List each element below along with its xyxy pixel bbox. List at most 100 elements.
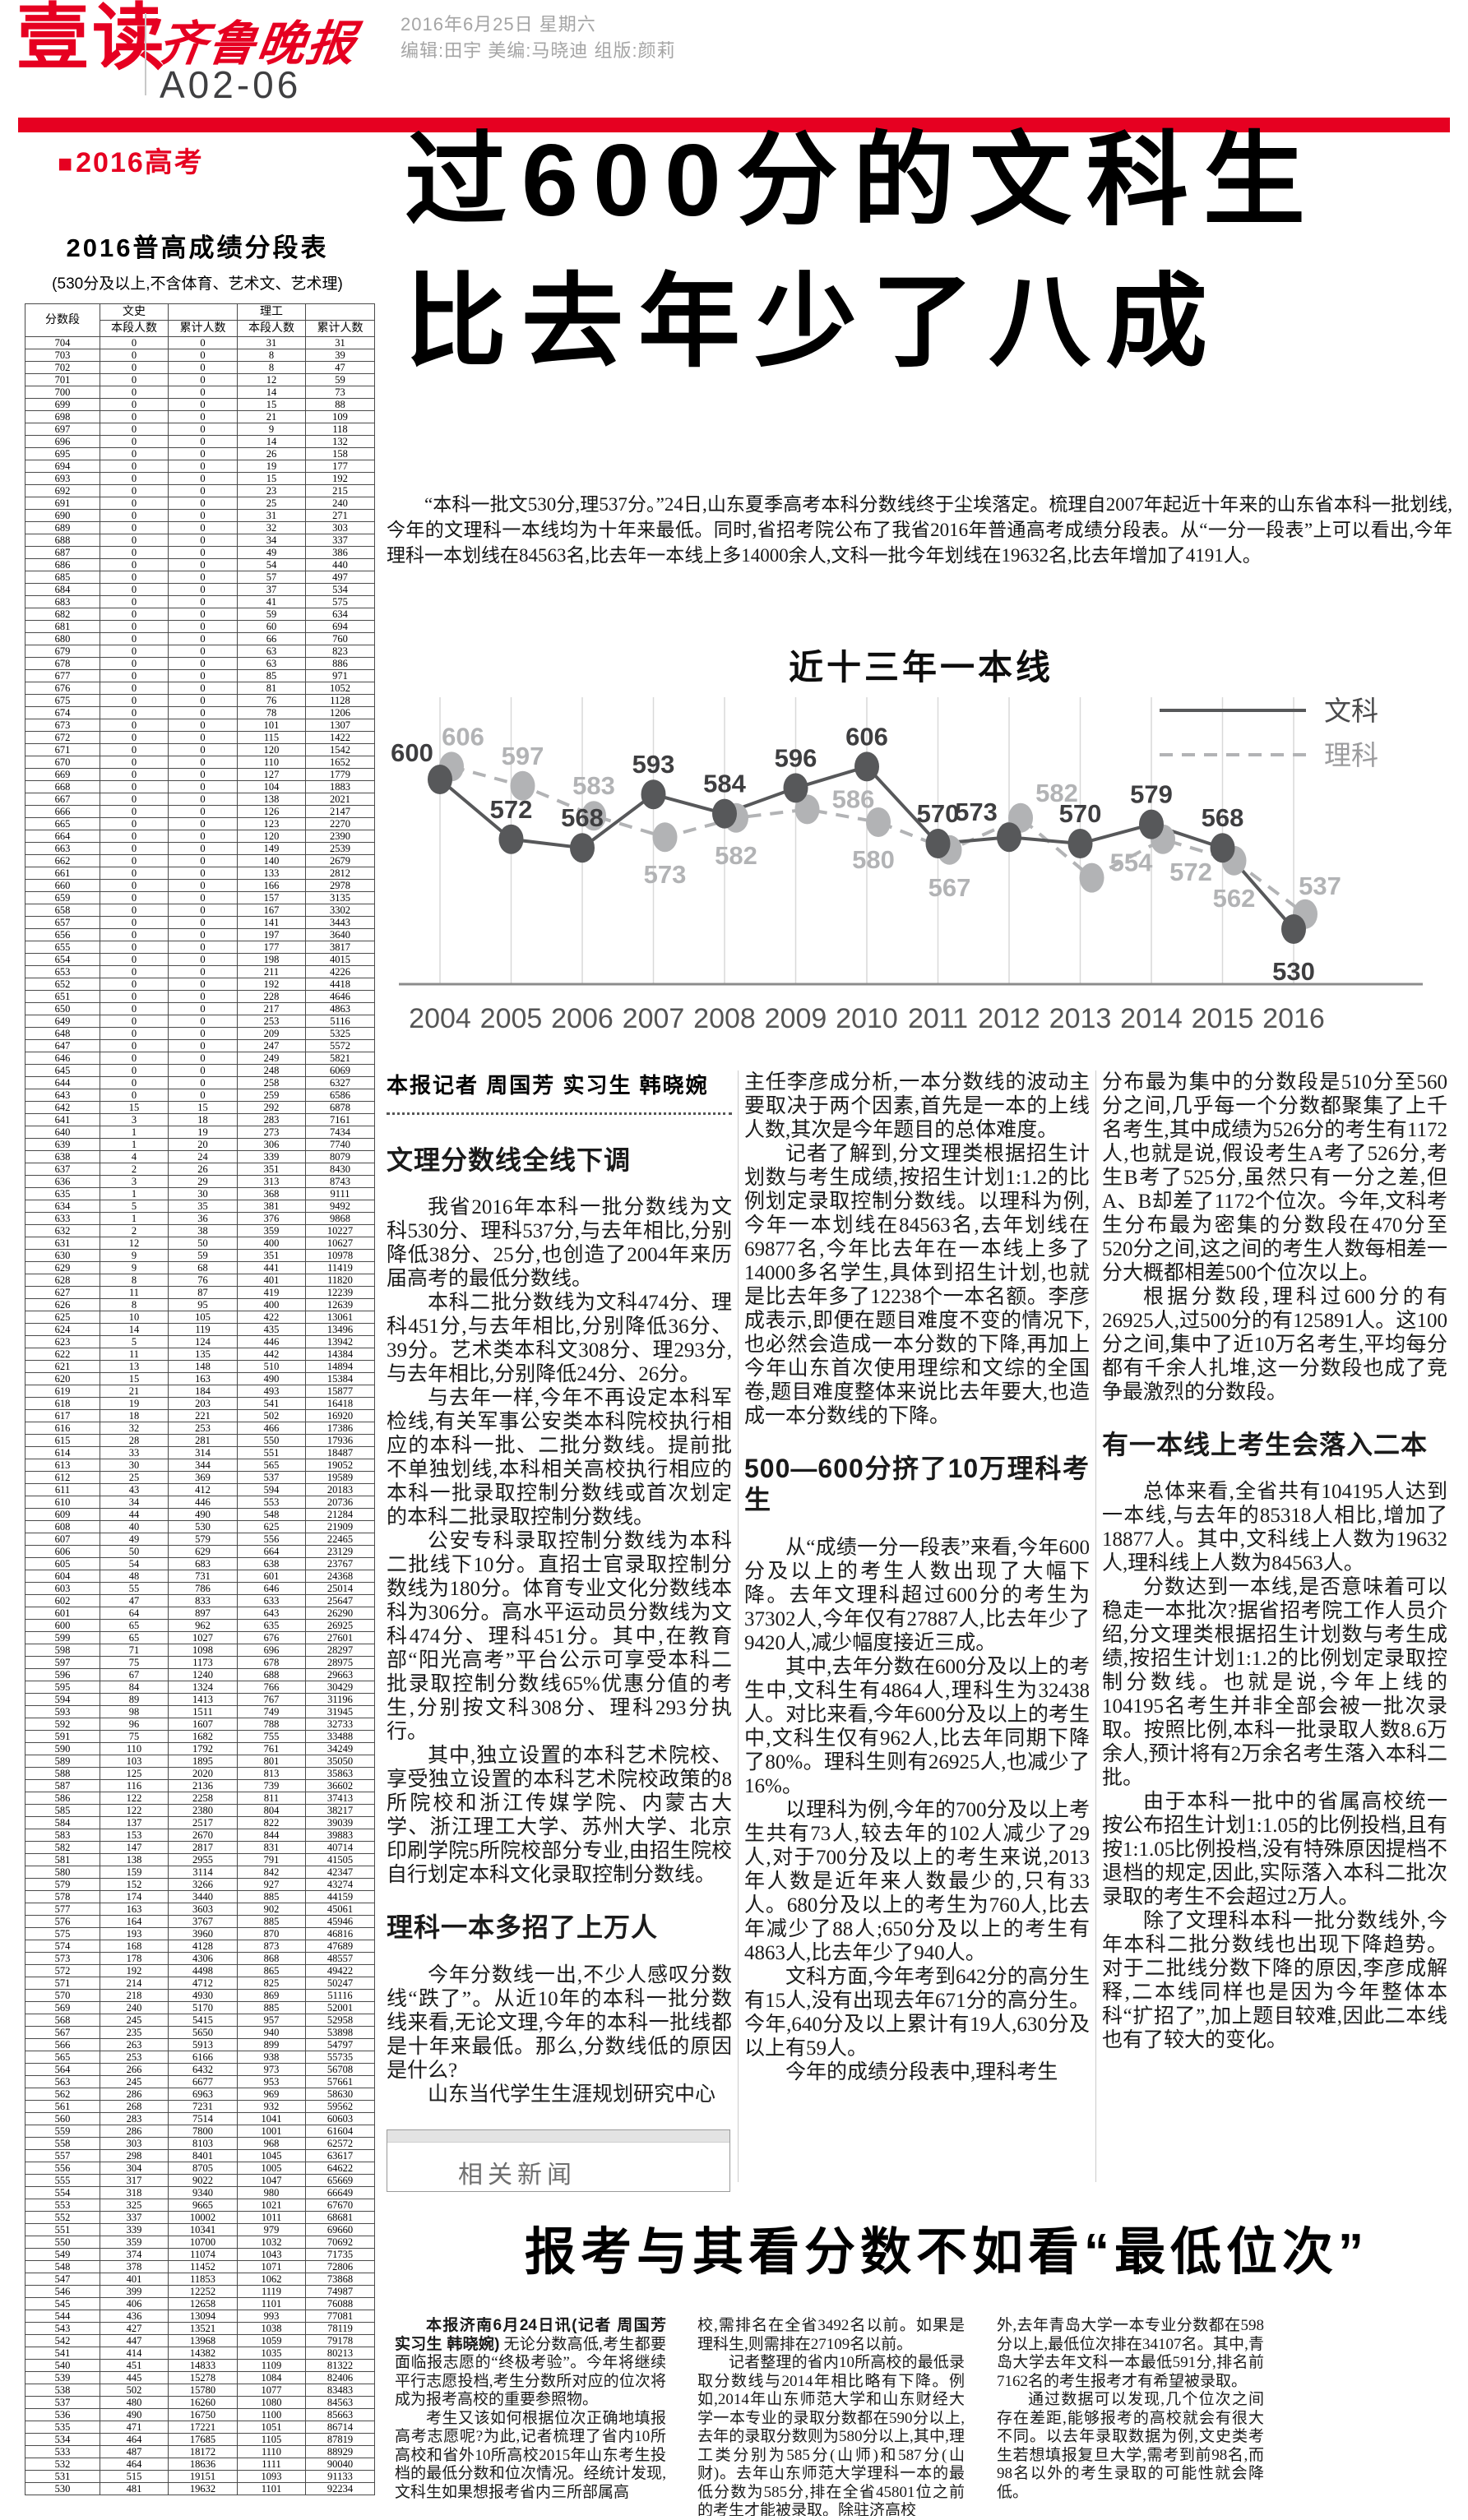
wenke-data-point: [1210, 833, 1235, 863]
table-row: 683 0 0 41 575: [25, 595, 375, 608]
wenke-data-label: 568: [1202, 803, 1244, 832]
table-row: 547 401 11853 1062 73868: [25, 2273, 375, 2286]
score-table-subtitle: (530分及以上,不含体育、艺术文、艺术理): [52, 275, 343, 293]
table-row: 568 245 5415 957 52958: [25, 2014, 375, 2027]
wenke-data-label: 570: [1059, 799, 1102, 828]
svg-text:2014: 2014: [1120, 1003, 1183, 1034]
table-row: 640 1 19 273 7434: [25, 1126, 375, 1139]
svg-text:2015: 2015: [1192, 1003, 1254, 1034]
table-row: 571 214 4712 825 50247: [25, 1977, 375, 1990]
publication-date: 2016年6月25日 星期六: [401, 14, 596, 35]
table-row: 680 0 0 66 760: [25, 632, 375, 645]
article-paragraph: 根据分数段,理科过600分的有26925人,过500分的有125891人。这10…: [1102, 1286, 1447, 1403]
section-label: ■2016高考: [58, 140, 204, 180]
table-row: 685 0 0 57 497: [25, 571, 375, 584]
table-row: 623 5 124 446 13942: [25, 1335, 375, 1348]
score-table-title: 2016普高成绩分段表: [66, 234, 329, 262]
table-row: 556 304 8705 1005 64622: [25, 2162, 375, 2175]
table-row: 574 168 4128 873 47689: [25, 1940, 375, 1953]
table-row: 654 0 0 198 4015: [25, 953, 375, 966]
svg-text:2006: 2006: [551, 1003, 614, 1034]
wenke-data-point: [570, 833, 595, 863]
table-row: 600 65 962 635 26925: [25, 1619, 375, 1632]
wenke-data-point: [1281, 914, 1306, 944]
table-row: 632 2 38 359 10227: [25, 1224, 375, 1237]
like-data-label: 554: [1110, 848, 1153, 877]
table-row: 651 0 0 228 4646: [25, 990, 375, 1003]
table-row: 701 0 0 12 59: [25, 373, 375, 386]
table-row: 622 11 135 442 14384: [25, 1348, 375, 1361]
table-row: 668 0 0 104 1883: [25, 780, 375, 793]
table-row: 602 47 833 633 25647: [25, 1594, 375, 1607]
article-paragraph: 文科方面,今年考到642分的高分生有15人,没有出现去年671分的高分生。今年,…: [744, 1965, 1090, 2060]
article-paragraph: 记者了解到,分文理类根据招生计划数与考生成绩,按招生计划1:1.2的比例划定录取…: [744, 1143, 1090, 1427]
article-paragraph: 今年分数线一出,不少人感叹分数线“跌了”。从近10年的本科一批分数线来看,无论文…: [387, 1963, 732, 2082]
wenke-data-point: [997, 822, 1021, 853]
table-row: 551 339 10341 979 69660: [25, 2223, 375, 2236]
table-row: 610 34 446 553 20736: [25, 1496, 375, 1509]
table-row: 652 0 0 192 4418: [25, 978, 375, 991]
editors-line: 编辑:田宇 美编:马晓迪 组版:颜莉: [401, 40, 676, 61]
wenke-data-point: [1067, 829, 1093, 858]
main-headline-line1: 过600分的文科生: [405, 124, 1320, 238]
table-row: 671 0 0 120 1542: [25, 743, 375, 756]
table-row: 664 0 0 120 2390: [25, 830, 375, 843]
table-row: 540 451 14833 1109 81322: [25, 2359, 375, 2372]
table-row: 572 192 4498 865 49422: [25, 1964, 375, 1977]
table-row: 586 122 2258 811 37413: [25, 1792, 375, 1805]
col-header-li-seg: 本段人数: [237, 320, 306, 337]
page-number: A02-06: [160, 63, 302, 106]
legend-like-label: 理科: [1324, 740, 1378, 770]
main-headline-line2: 比去年少了八成: [405, 266, 1223, 379]
table-row: 580 159 3114 842 42347: [25, 1866, 375, 1879]
header-rule: [18, 118, 1450, 132]
col-header-wen-seg: 本段人数: [100, 320, 169, 337]
table-row: 593 98 1511 749 31945: [25, 1705, 375, 1718]
like-data-label: 562: [1213, 884, 1256, 913]
like-data-point: [794, 794, 820, 825]
table-row: 694 0 0 19 177: [25, 460, 375, 473]
table-row: 695 0 0 26 158: [25, 447, 375, 460]
like-data-label: 567: [928, 873, 971, 902]
wenke-data-label: 596: [775, 743, 817, 772]
table-row: 692 0 0 23 215: [25, 484, 375, 497]
article-paragraph: 除了文理科本科一批分数线外,今年本科二批分数线也出现下降趋势。对于二批线分数下降…: [1102, 1910, 1447, 2052]
article-paragraph: 以理科为例,今年的700分及以上考生共有73人,较去年的102人减少了29人,对…: [744, 1798, 1090, 1964]
article-paragraph: 其中,去年分数在600分及以上的考生中,文科生有4864人,理科生为32438人…: [744, 1655, 1090, 1797]
table-row: 675 0 0 76 1128: [25, 694, 375, 707]
table-row: 616 32 253 466 17386: [25, 1422, 375, 1435]
column-subheading: 理科一本多招了上万人: [387, 1912, 659, 1943]
table-row: 533 487 18172 1110 88929: [25, 2445, 375, 2458]
article-paragraph: 总体来看,全省共有104195人达到一本线,与去年的85318人相比,增加了18…: [1102, 1481, 1447, 1575]
like-data-label: 606: [442, 722, 484, 751]
wenke-data-point: [641, 779, 666, 810]
table-row: 606 50 629 664 23129: [25, 1545, 375, 1558]
table-row: 626 8 95 400 12639: [25, 1298, 375, 1311]
article-paragraph: 本报济南6月24日讯(记者 周国芳 实习生 韩晓婉) 无论分数高低,考生都要面临…: [395, 2317, 666, 2408]
table-row: 575 193 3960 870 46816: [25, 1927, 375, 1940]
table-row: 534 464 17685 1105 87819: [25, 2433, 375, 2446]
wenke-data-label: 572: [490, 795, 533, 824]
table-row: 656 0 0 197 3640: [25, 928, 375, 941]
table-row: 541 414 14382 1035 80213: [25, 2347, 375, 2360]
table-row: 704 0 0 31 31: [25, 336, 375, 349]
table-row: 690 0 0 31 271: [25, 509, 375, 522]
table-row: 539 445 15278 1084 82406: [25, 2371, 375, 2384]
table-row: 563 245 6677 953 57661: [25, 2075, 375, 2088]
table-row: 641 3 18 283 7161: [25, 1113, 375, 1126]
table-row: 544 436 13094 993 77081: [25, 2310, 375, 2323]
wenke-data-label: 584: [703, 770, 746, 798]
article-column-1: 文理分数线全线下调 我省2016年本科一批分数线为文科530分、理科537分,与去…: [387, 1144, 732, 2103]
col-header-li-cum: 累计人数: [305, 320, 375, 337]
article-paragraph: 校,需排名在全省3492名以前。如果是理科生,则需排在27109名以前。: [697, 2317, 965, 2353]
table-row: 531 515 19151 1093 91133: [25, 2470, 375, 2483]
related-news-label: 相关新闻: [458, 2162, 577, 2189]
article-paragraph: 分布最为集中的分数段是510分至560分之间,几乎每一个分数都聚集了上千名考生,…: [1102, 1071, 1447, 1284]
table-row: 589 103 1895 801 35050: [25, 1755, 375, 1768]
table-row: 566 263 5913 899 54797: [25, 2038, 375, 2051]
intro-paragraph: “本科一批文530分,理537分。”24日,山东夏季高考本科分数线终于尘埃落定。…: [387, 494, 1452, 566]
table-row: 696 0 0 14 132: [25, 435, 375, 448]
table-row: 617 18 221 502 16920: [25, 1409, 375, 1422]
svg-text:2010: 2010: [836, 1003, 898, 1034]
